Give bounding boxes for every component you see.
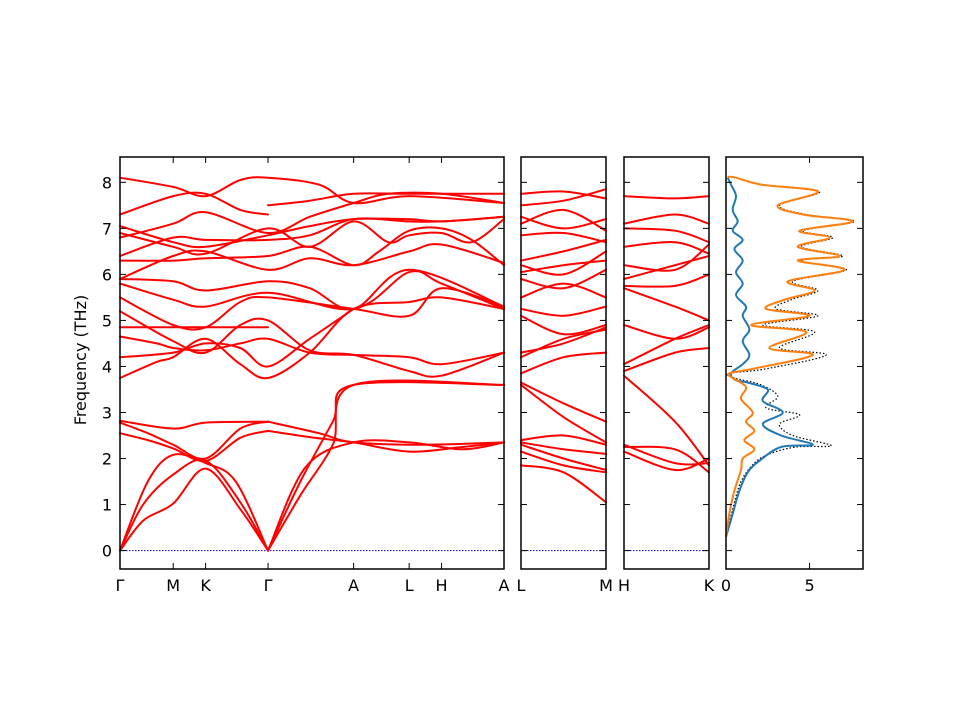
phonon-band-2	[623, 443, 710, 466]
dos-frame	[725, 156, 864, 570]
phonon-band-3	[520, 443, 607, 471]
band-panel-1: 0 1 2 3 4 5 6 7 8 Γ M K Γ A L H A	[102, 156, 510, 595]
phonon-band-10	[520, 326, 607, 354]
x-tick-label: A	[499, 576, 510, 595]
y-tick-label: 7	[102, 219, 112, 238]
phonon-band-4	[520, 441, 607, 455]
phonon-band-3	[119, 453, 269, 552]
y-tick-label: 2	[102, 450, 112, 469]
phonon-band-3	[623, 445, 710, 474]
phonon-band-13	[520, 282, 607, 299]
phonon-band-7	[267, 381, 505, 552]
phonon-band-6	[623, 324, 710, 366]
phonon-band-28	[119, 176, 505, 205]
x-tick-label: Γ	[116, 576, 125, 595]
x-tick-label: 5	[804, 576, 814, 595]
panel-frame	[520, 156, 607, 570]
x-tick-label: L	[405, 576, 414, 595]
y-tick-label: 5	[102, 311, 112, 330]
phonon-band-8	[623, 287, 710, 322]
x-tick-label: H	[618, 576, 630, 595]
phonon-band-4	[623, 374, 710, 467]
phonon-band-18	[520, 231, 607, 244]
phonon-band-6	[119, 419, 269, 430]
phonon-band-9	[623, 273, 710, 288]
dos-curve-b	[725, 175, 855, 537]
phonon-band-10	[267, 429, 505, 453]
phonon-band-2	[520, 450, 607, 474]
dos-curve-total	[725, 176, 856, 537]
phonon-band-16	[119, 287, 505, 331]
phonon-band-5	[119, 420, 269, 460]
phonon-band-13	[119, 307, 355, 368]
phonon-band-12	[119, 296, 505, 380]
x-tick-label: A	[348, 576, 359, 595]
y-tick-label: 0	[102, 542, 112, 561]
phonon-band-8	[267, 379, 505, 552]
phonon-band-1	[623, 450, 710, 472]
x-tick-label: 0	[721, 576, 731, 595]
phonon-band-15	[623, 195, 710, 200]
y-axis-label: Frequency (THz)	[71, 295, 90, 425]
x-tick-label: M	[599, 576, 613, 595]
phonon-band-20	[520, 215, 607, 230]
phonon-band-17	[520, 238, 607, 262]
phonon-band-23	[119, 218, 505, 256]
phonon-band-13	[623, 227, 710, 244]
phonon-band-4	[119, 429, 269, 462]
y-tick-label: 6	[102, 265, 112, 284]
phonon-band-21	[119, 243, 505, 280]
phonon-band-15	[520, 259, 607, 274]
phonon-band-12	[623, 241, 710, 255]
y-tick-label: 3	[102, 403, 112, 422]
phonon-band-12	[520, 305, 607, 317]
phonon-band-6	[520, 383, 607, 444]
phonon-band-26	[119, 191, 269, 216]
phonon-band-2	[119, 458, 269, 552]
phonon-band-8	[520, 351, 607, 375]
phonon-band-5	[520, 434, 607, 446]
phonon-band-9	[267, 439, 505, 552]
x-tick-label: M	[166, 576, 180, 595]
y-tick-label: 4	[102, 357, 112, 376]
x-tick-label: L	[517, 576, 526, 595]
phonon-band-27	[267, 192, 505, 207]
phonon-band-7	[520, 381, 607, 423]
phonon-band-14	[520, 268, 607, 290]
x-tick-label: H	[436, 576, 448, 595]
panel-frame	[119, 156, 505, 570]
y-tick-label: 1	[102, 496, 112, 515]
phonon-band-16	[520, 250, 607, 276]
phonon-band-5	[623, 347, 710, 373]
phonon-band-7	[623, 324, 710, 340]
x-tick-label: K	[704, 576, 715, 595]
x-tick-label: Γ	[264, 576, 273, 595]
dos-curve-a	[725, 177, 814, 538]
y-tick-label: 8	[102, 173, 112, 192]
phonon-band-22	[520, 190, 607, 200]
phonon-band-21	[520, 188, 607, 207]
phonon-band-15	[119, 310, 505, 378]
phonon-band-11	[520, 314, 607, 336]
phonon-band-24	[119, 215, 505, 249]
phonon-band-1	[119, 467, 269, 552]
phonon-band-19	[119, 268, 505, 311]
x-tick-label: K	[200, 576, 211, 595]
phonon-band-14	[119, 335, 505, 366]
phonon-band-1	[520, 464, 607, 504]
phonon-band-10	[623, 255, 710, 280]
phonon-band-14	[623, 213, 710, 225]
phonon-band-18	[119, 270, 505, 311]
panel-frame	[623, 156, 710, 570]
phonon-band-11	[267, 420, 505, 446]
